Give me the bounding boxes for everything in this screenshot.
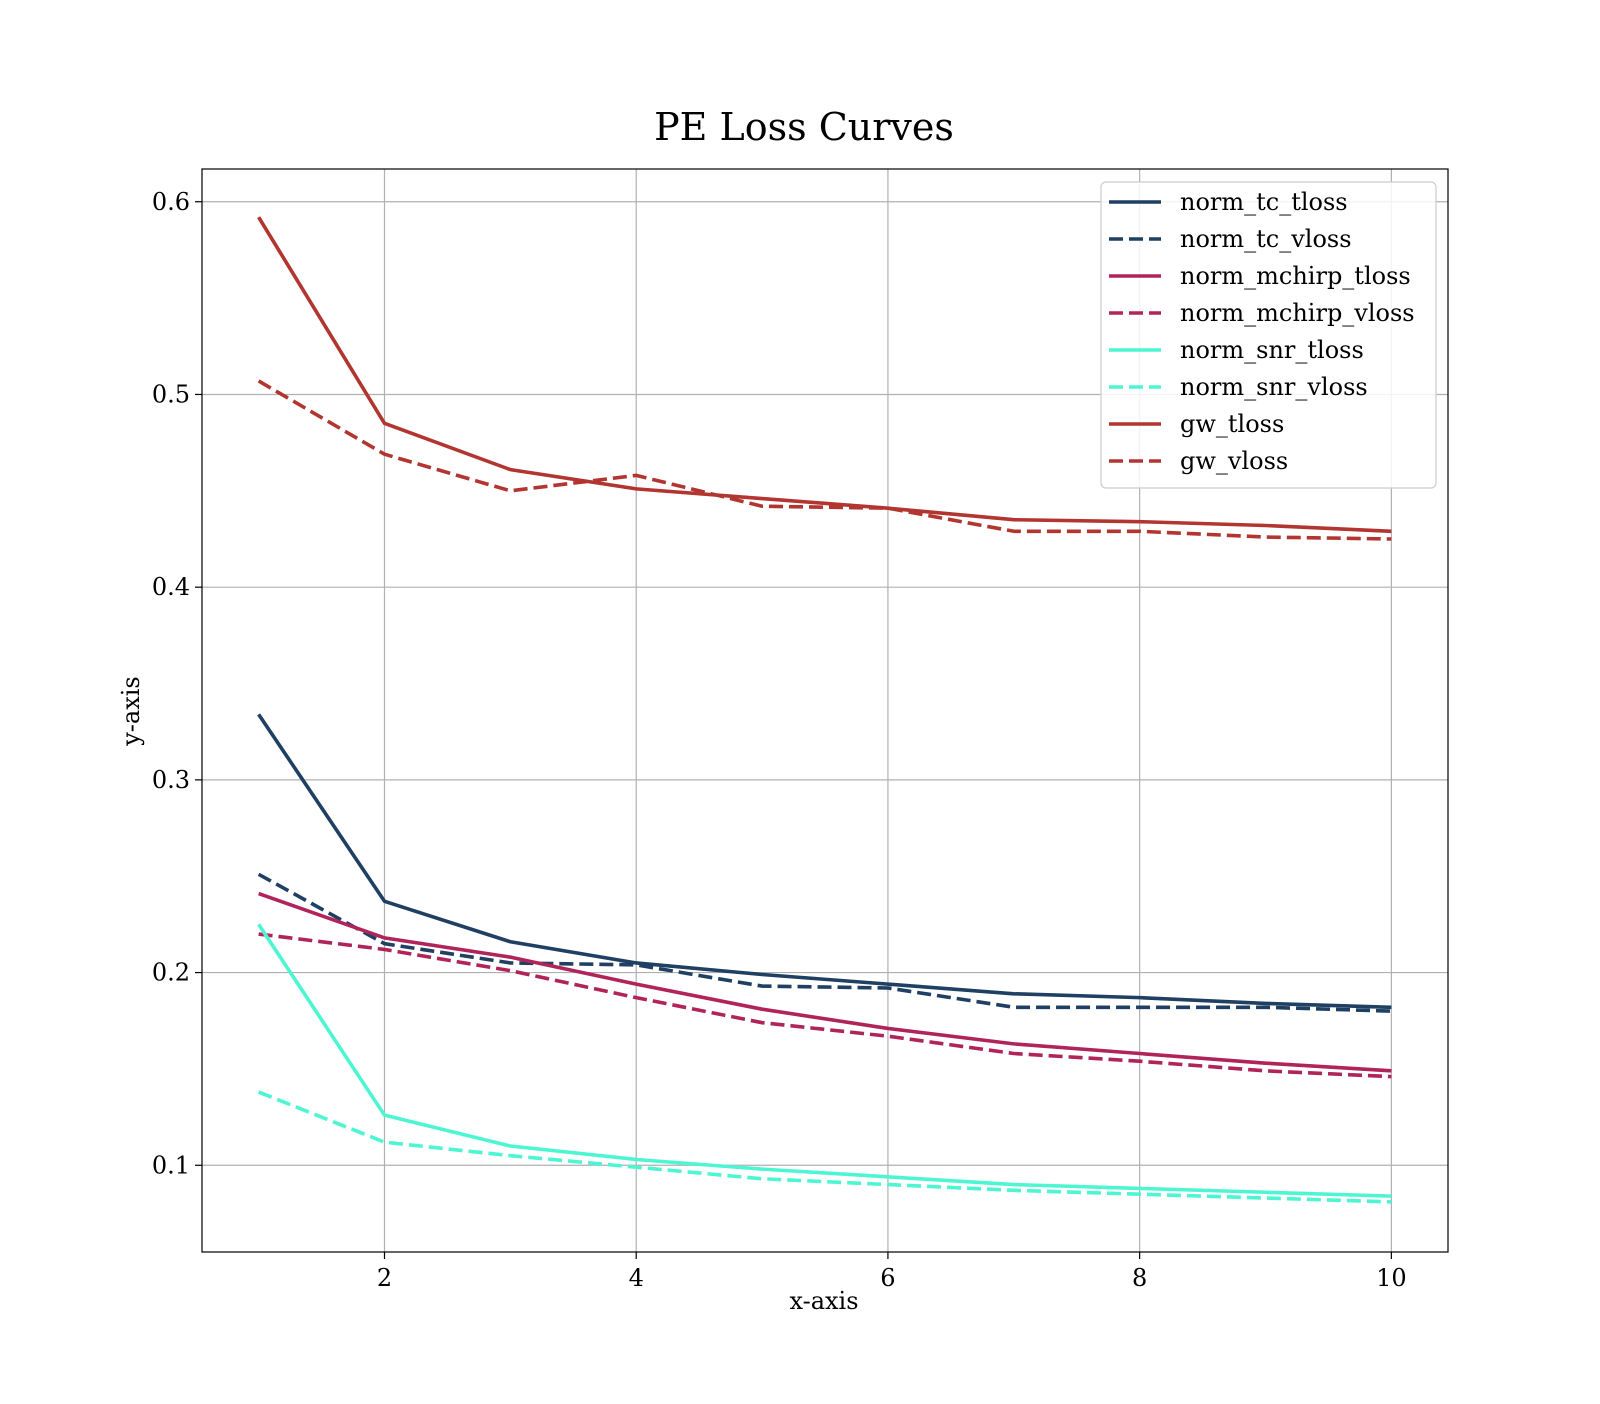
y-tick-label: 0.6	[152, 188, 190, 216]
y-tick-label: 0.5	[152, 380, 190, 408]
legend-label: norm_mchirp_tloss	[1180, 262, 1411, 290]
legend-label: norm_tc_vloss	[1180, 225, 1352, 253]
legend-label: norm_mchirp_vloss	[1180, 299, 1415, 327]
series-layer	[257, 216, 1392, 1204]
plot-frame	[201, 168, 1449, 1253]
legend-label: gw_tloss	[1180, 410, 1284, 438]
legend-label: norm_snr_tloss	[1180, 336, 1364, 364]
x-tick-label: 10	[1376, 1264, 1407, 1292]
series-line-norm-snr-tloss	[257, 923, 1392, 1198]
legend-box	[1100, 181, 1437, 489]
y-tick-label: 0.1	[152, 1151, 190, 1179]
y-tick-label: 0.4	[152, 573, 190, 601]
series-line-norm-tc-tloss	[257, 713, 1392, 1010]
legend-label: norm_tc_tloss	[1180, 188, 1348, 216]
y-tick-label: 0.2	[152, 959, 190, 987]
x-tick-label: 4	[629, 1264, 644, 1292]
tick-layer: 2 4 6 8 10 0.1 0.2 0.3 0.4 0.5 0.6	[152, 188, 1407, 1292]
x-axis-label: x-axis	[789, 1287, 858, 1315]
series-line-gw-tloss	[257, 216, 1392, 534]
legend-label: norm_snr_vloss	[1180, 373, 1368, 401]
y-tick-label: 0.3	[152, 766, 190, 794]
series-line-norm-mchirp-tloss	[258, 891, 1392, 1073]
series-line-norm-mchirp-vloss	[258, 932, 1392, 1079]
x-tick-label: 2	[377, 1264, 392, 1292]
y-axis-label: y-axis	[117, 676, 145, 747]
chart-title: PE Loss Curves	[654, 105, 954, 149]
series-line-gw-vloss	[257, 379, 1392, 541]
legend-label: gw_vloss	[1180, 447, 1288, 475]
x-tick-label: 8	[1132, 1264, 1147, 1292]
x-tick-label: 6	[880, 1264, 895, 1292]
series-line-norm-tc-vloss	[257, 872, 1392, 1013]
legend: norm_tc_tloss norm_tc_vloss norm_mchirp_tl…	[1100, 181, 1437, 489]
